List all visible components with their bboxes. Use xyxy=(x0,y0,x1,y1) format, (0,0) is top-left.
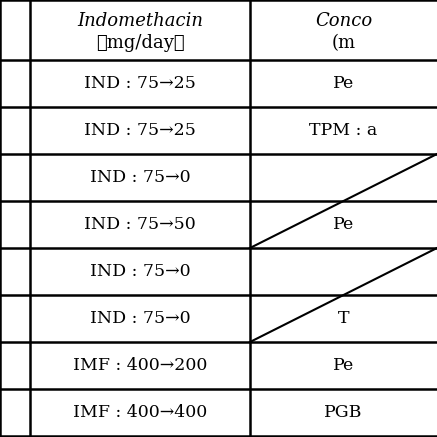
Text: Pe: Pe xyxy=(333,357,354,374)
Text: Pe: Pe xyxy=(333,216,354,233)
Text: T: T xyxy=(338,310,349,327)
Text: Indomethacin: Indomethacin xyxy=(77,12,203,30)
Text: IND : 75→0: IND : 75→0 xyxy=(90,310,190,327)
Text: IND : 75→25: IND : 75→25 xyxy=(84,122,196,139)
Text: (m: (m xyxy=(331,34,356,52)
Text: IMF : 400→200: IMF : 400→200 xyxy=(73,357,207,374)
Text: Conco: Conco xyxy=(315,12,372,30)
Text: IND : 75→0: IND : 75→0 xyxy=(90,169,190,186)
Text: Pe: Pe xyxy=(333,75,354,92)
Text: PGB: PGB xyxy=(324,404,363,421)
Text: IND : 75→0: IND : 75→0 xyxy=(90,263,190,280)
Text: IND : 75→25: IND : 75→25 xyxy=(84,75,196,92)
Text: （mg/day）: （mg/day） xyxy=(96,34,184,52)
Text: IMF : 400→400: IMF : 400→400 xyxy=(73,404,207,421)
Text: IND : 75→50: IND : 75→50 xyxy=(84,216,196,233)
Text: TPM : a: TPM : a xyxy=(309,122,378,139)
